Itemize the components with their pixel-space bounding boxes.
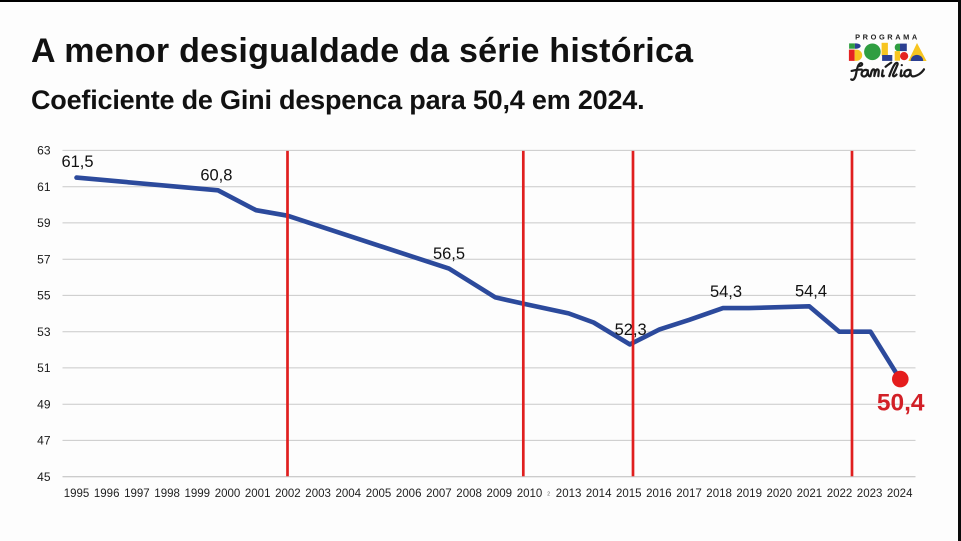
svg-text:2015: 2015 [616, 488, 642, 500]
svg-text:1999: 1999 [185, 488, 211, 500]
svg-text:61: 61 [37, 180, 51, 194]
svg-text:61,5: 61,5 [61, 153, 93, 171]
svg-text:2010: 2010 [517, 488, 543, 500]
svg-text:60,8: 60,8 [200, 167, 232, 185]
svg-text:59: 59 [37, 216, 51, 230]
svg-text:2018: 2018 [706, 488, 732, 500]
svg-text:63: 63 [37, 144, 51, 158]
svg-text:1997: 1997 [124, 488, 150, 500]
svg-text:47: 47 [37, 434, 51, 448]
svg-text:50,4: 50,4 [877, 390, 925, 417]
svg-text:2006: 2006 [396, 488, 422, 500]
svg-text:1996: 1996 [94, 488, 120, 500]
svg-text:2024: 2024 [887, 488, 913, 500]
svg-text:49: 49 [37, 397, 51, 411]
svg-text:2007: 2007 [426, 488, 452, 500]
svg-text:2001: 2001 [245, 488, 271, 500]
svg-text:1995: 1995 [64, 488, 90, 500]
svg-text:2000: 2000 [215, 488, 241, 500]
svg-text:2016: 2016 [646, 488, 672, 500]
svg-text:54,4: 54,4 [795, 283, 827, 301]
svg-text:PROGRAMA: PROGRAMA [855, 32, 920, 41]
svg-text:2021: 2021 [797, 488, 823, 500]
svg-text:2017: 2017 [676, 488, 702, 500]
svg-text:2005: 2005 [366, 488, 392, 500]
svg-text:2004: 2004 [336, 488, 362, 500]
svg-text:2014: 2014 [586, 488, 612, 500]
svg-text:56,5: 56,5 [433, 245, 465, 263]
svg-text:2013: 2013 [556, 488, 582, 500]
svg-text:1998: 1998 [154, 488, 180, 500]
svg-text:2023: 2023 [857, 488, 883, 500]
svg-text:2002: 2002 [275, 488, 301, 500]
svg-text:54,3: 54,3 [710, 283, 742, 301]
svg-text:2019: 2019 [736, 488, 762, 500]
svg-text:2003: 2003 [305, 488, 331, 500]
svg-text:2020: 2020 [767, 488, 793, 500]
svg-text:45: 45 [37, 470, 51, 484]
svg-text:52,3: 52,3 [615, 321, 647, 339]
svg-text:57: 57 [37, 252, 51, 266]
svg-text:51: 51 [37, 361, 51, 375]
svg-text:2: 2 [547, 492, 550, 498]
svg-text:2008: 2008 [456, 488, 482, 500]
svg-text:55: 55 [37, 289, 51, 303]
svg-text:2009: 2009 [487, 488, 513, 500]
svg-text:53: 53 [37, 325, 51, 339]
svg-text:2022: 2022 [827, 488, 853, 500]
